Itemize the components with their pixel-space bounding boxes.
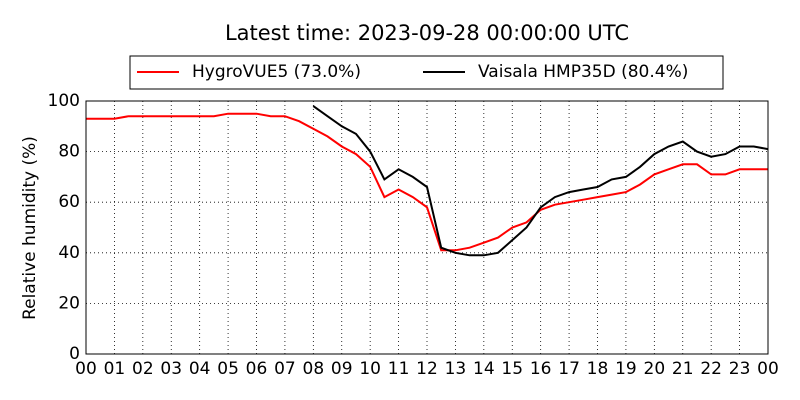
x-tick-label: 10 [359,359,381,379]
y-tick-label: 60 [58,192,80,212]
x-tick-label: 08 [303,359,325,379]
x-tick-label: 01 [104,359,126,379]
legend-label: Vaisala HMP35D (80.4%) [478,62,688,82]
y-tick-label: 100 [48,91,80,111]
x-tick-label: 15 [501,359,523,379]
x-tick-label: 11 [388,359,410,379]
x-tick-label: 04 [189,359,211,379]
x-tick-label: 20 [644,359,666,379]
legend-label: HygroVUE5 (73.0%) [192,62,361,82]
x-tick-label: 13 [445,359,467,379]
x-tick-label: 19 [615,359,637,379]
x-tick-label: 09 [331,359,353,379]
x-tick-label: 07 [274,359,296,379]
x-tick-label: 00 [75,359,97,379]
x-tick-label: 22 [700,359,722,379]
y-tick-label: 20 [58,293,80,313]
series-line [86,112,768,252]
series-line [312,105,769,257]
y-tick-label: 0 [69,344,80,364]
y-tick-label: 80 [58,142,80,162]
x-tick-label: 06 [246,359,268,379]
x-tick-label: 14 [473,359,495,379]
x-tick-label: 05 [217,359,239,379]
y-tick-label: 40 [58,243,80,263]
x-tick-label: 02 [132,359,154,379]
x-tick-label: 03 [160,359,182,379]
x-tick-label: 21 [672,359,694,379]
x-tick-label: 16 [530,359,552,379]
x-tick-label: 18 [587,359,609,379]
y-axis-label: Relative humidity (%) [20,136,40,320]
x-tick-label: 12 [416,359,438,379]
x-tick-label: 17 [558,359,580,379]
chart-title: Latest time: 2023-09-28 00:00:00 UTC [225,21,629,45]
plot-frame [85,100,769,355]
x-tick-label: 23 [729,359,751,379]
x-tick-label: 00 [757,359,779,379]
